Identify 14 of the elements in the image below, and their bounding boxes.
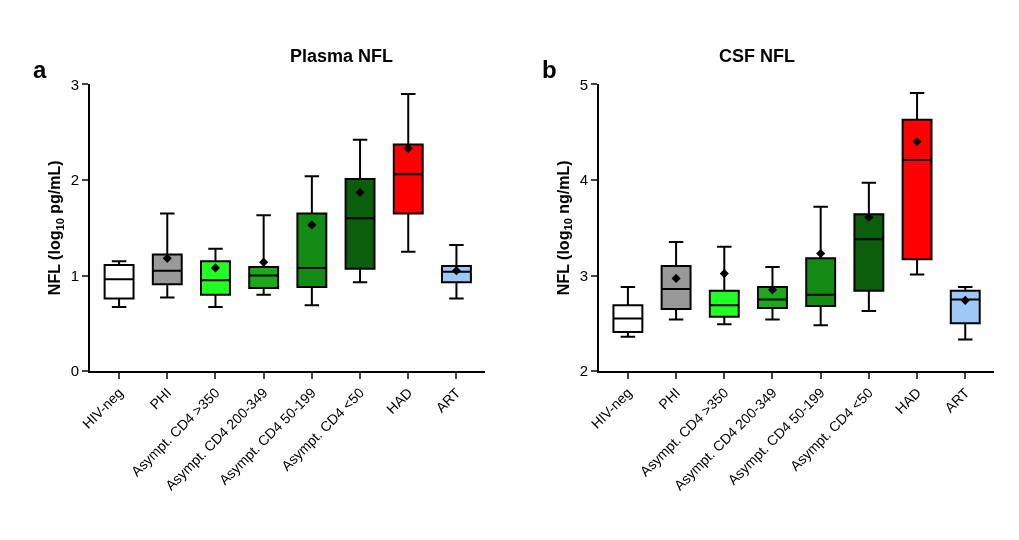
y-tick-label: 3 bbox=[70, 75, 80, 93]
chart-title: Plasma NFL bbox=[290, 46, 394, 66]
y-tick-label: 3 bbox=[579, 266, 588, 284]
text: a bbox=[33, 56, 47, 83]
chart-title: CSF NFL bbox=[719, 46, 795, 66]
text: b bbox=[542, 56, 557, 83]
y-tick-label: 5 bbox=[579, 75, 588, 93]
y-tick-label: 2 bbox=[70, 171, 80, 189]
x-tick-label: PHI bbox=[655, 384, 684, 413]
y-tick-label: 1 bbox=[70, 266, 80, 284]
y-tick-label: 4 bbox=[579, 171, 588, 189]
y-tick-label: 0 bbox=[70, 362, 80, 380]
y-tick-label: 2 bbox=[579, 362, 588, 380]
x-tick-label: PHI bbox=[146, 384, 175, 413]
